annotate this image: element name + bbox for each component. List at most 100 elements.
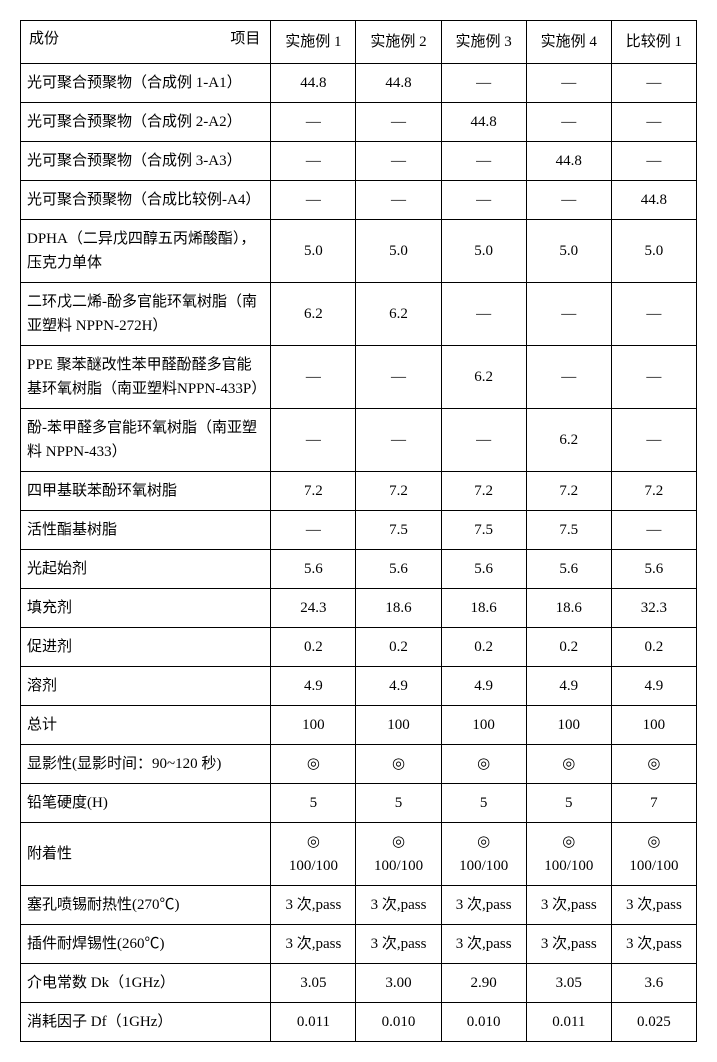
row-label: 光可聚合预聚物（合成例 1-A1） bbox=[21, 64, 271, 103]
cell-value: ◎100/100 bbox=[356, 823, 441, 886]
cell-value: 3 次,pass bbox=[526, 925, 611, 964]
row-label: 铅笔硬度(H) bbox=[21, 784, 271, 823]
cell-value: 3 次,pass bbox=[611, 886, 696, 925]
cell-value: 5.0 bbox=[271, 220, 356, 283]
cell-value: — bbox=[526, 181, 611, 220]
cell-value: 6.2 bbox=[271, 283, 356, 346]
cell-value: — bbox=[441, 283, 526, 346]
cell-value: — bbox=[611, 103, 696, 142]
table-row: 酚-苯甲醛多官能环氧树脂（南亚塑料 NPPN-433）———6.2— bbox=[21, 409, 697, 472]
row-label: 促进剂 bbox=[21, 628, 271, 667]
cell-value: 3.00 bbox=[356, 964, 441, 1003]
table-row: 介电常数 Dk（1GHz）3.053.002.903.053.6 bbox=[21, 964, 697, 1003]
cell-value: — bbox=[611, 283, 696, 346]
cell-value: 100 bbox=[271, 706, 356, 745]
row-label: 四甲基联苯酚环氧树脂 bbox=[21, 472, 271, 511]
cell-value: 7.5 bbox=[356, 511, 441, 550]
table-row: 铅笔硬度(H)55557 bbox=[21, 784, 697, 823]
cell-value: 7.2 bbox=[271, 472, 356, 511]
cell-value: 5 bbox=[356, 784, 441, 823]
col-header: 实施例 2 bbox=[356, 21, 441, 64]
table-body: 光可聚合预聚物（合成例 1-A1）44.844.8———光可聚合预聚物（合成例 … bbox=[21, 64, 697, 1042]
cell-value: 5.0 bbox=[611, 220, 696, 283]
cell-value: 3 次,pass bbox=[526, 886, 611, 925]
cell-value: 3.05 bbox=[526, 964, 611, 1003]
cell-value: 24.3 bbox=[271, 589, 356, 628]
cell-value: — bbox=[441, 142, 526, 181]
cell-value: 5 bbox=[526, 784, 611, 823]
cell-value: 2.90 bbox=[441, 964, 526, 1003]
cell-value: — bbox=[526, 283, 611, 346]
cell-value: — bbox=[441, 409, 526, 472]
table-row: 光起始剂5.65.65.65.65.6 bbox=[21, 550, 697, 589]
table-row: 总计100100100100100 bbox=[21, 706, 697, 745]
cell-value: 4.9 bbox=[526, 667, 611, 706]
cell-value: 5.6 bbox=[526, 550, 611, 589]
cell-value: — bbox=[441, 181, 526, 220]
table-row: 活性酯基树脂—7.57.57.5— bbox=[21, 511, 697, 550]
cell-value: 0.2 bbox=[356, 628, 441, 667]
cell-value: 5.0 bbox=[356, 220, 441, 283]
cell-value: ◎ bbox=[526, 745, 611, 784]
table-row: 光可聚合预聚物（合成例 1-A1）44.844.8——— bbox=[21, 64, 697, 103]
row-label: 光可聚合预聚物（合成比较例-A4） bbox=[21, 181, 271, 220]
col-header: 实施例 4 bbox=[526, 21, 611, 64]
cell-value: — bbox=[526, 103, 611, 142]
table-row: 附着性◎100/100◎100/100◎100/100◎100/100◎100/… bbox=[21, 823, 697, 886]
cell-value: 7 bbox=[611, 784, 696, 823]
cell-value: 4.9 bbox=[611, 667, 696, 706]
cell-value: 5 bbox=[441, 784, 526, 823]
table-row: 二环戊二烯-酚多官能环氧树脂（南亚塑料 NPPN-272H）6.26.2——— bbox=[21, 283, 697, 346]
cell-value: 7.2 bbox=[441, 472, 526, 511]
cell-value: 3 次,pass bbox=[356, 925, 441, 964]
cell-value: 44.8 bbox=[611, 181, 696, 220]
cell-value: ◎100/100 bbox=[441, 823, 526, 886]
row-label: 介电常数 Dk（1GHz） bbox=[21, 964, 271, 1003]
header-corner-right: 项目 bbox=[230, 27, 260, 51]
row-label: 光可聚合预聚物（合成例 3-A3） bbox=[21, 142, 271, 181]
cell-value: ◎ bbox=[441, 745, 526, 784]
cell-value: — bbox=[611, 64, 696, 103]
row-label: 塞孔喷锡耐热性(270℃) bbox=[21, 886, 271, 925]
cell-value: 6.2 bbox=[356, 283, 441, 346]
cell-value: — bbox=[356, 142, 441, 181]
cell-value: ◎100/100 bbox=[611, 823, 696, 886]
cell-value: — bbox=[271, 142, 356, 181]
cell-value: 5.6 bbox=[441, 550, 526, 589]
cell-value: — bbox=[271, 346, 356, 409]
cell-value: — bbox=[271, 409, 356, 472]
table-row: 塞孔喷锡耐热性(270℃)3 次,pass3 次,pass3 次,pass3 次… bbox=[21, 886, 697, 925]
cell-value: 100 bbox=[356, 706, 441, 745]
cell-value: ◎ bbox=[611, 745, 696, 784]
cell-value: 5.0 bbox=[526, 220, 611, 283]
cell-value: 3 次,pass bbox=[441, 925, 526, 964]
row-label: 填充剂 bbox=[21, 589, 271, 628]
cell-value: 100 bbox=[611, 706, 696, 745]
cell-value: — bbox=[356, 409, 441, 472]
cell-value: 44.8 bbox=[271, 64, 356, 103]
cell-value: 3 次,pass bbox=[356, 886, 441, 925]
cell-value: 6.2 bbox=[526, 409, 611, 472]
cell-value: 7.2 bbox=[356, 472, 441, 511]
cell-value: 44.8 bbox=[441, 103, 526, 142]
row-label: 光起始剂 bbox=[21, 550, 271, 589]
row-label: 显影性(显影时间：90~120 秒) bbox=[21, 745, 271, 784]
row-label: 溶剂 bbox=[21, 667, 271, 706]
cell-value: 44.8 bbox=[356, 64, 441, 103]
cell-value: 5.6 bbox=[271, 550, 356, 589]
cell-value: — bbox=[441, 64, 526, 103]
cell-value: ◎ bbox=[271, 745, 356, 784]
cell-value: 0.011 bbox=[526, 1003, 611, 1042]
col-header: 比较例 1 bbox=[611, 21, 696, 64]
row-label: 消耗因子 Df（1GHz） bbox=[21, 1003, 271, 1042]
cell-value: — bbox=[611, 511, 696, 550]
cell-value: 3 次,pass bbox=[271, 886, 356, 925]
table-row: 光可聚合预聚物（合成例 2-A2）——44.8—— bbox=[21, 103, 697, 142]
cell-value: 100 bbox=[526, 706, 611, 745]
cell-value: 3 次,pass bbox=[271, 925, 356, 964]
cell-value: 7.2 bbox=[611, 472, 696, 511]
cell-value: 4.9 bbox=[441, 667, 526, 706]
table-row: 光可聚合预聚物（合成例 3-A3）———44.8— bbox=[21, 142, 697, 181]
header-corner: 成份 项目 bbox=[21, 21, 271, 64]
cell-value: 3.6 bbox=[611, 964, 696, 1003]
